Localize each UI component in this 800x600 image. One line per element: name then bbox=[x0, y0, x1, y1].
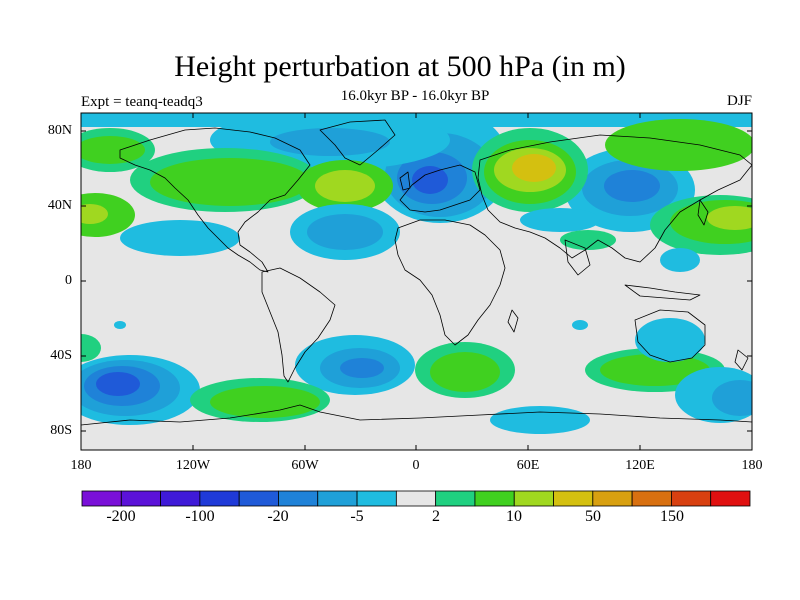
contour-blob bbox=[635, 318, 705, 362]
contour-blob bbox=[81, 334, 101, 362]
contour-blob bbox=[600, 354, 710, 386]
contour-blob bbox=[604, 170, 660, 202]
lat-label-40n: 40N bbox=[47, 198, 72, 213]
contour-blob bbox=[605, 119, 752, 171]
lon-label-120e: 120E bbox=[625, 458, 655, 473]
colorbar-label: 2 bbox=[432, 508, 440, 525]
lon-label-60e: 60E bbox=[516, 458, 540, 473]
colorbar-swatch bbox=[592, 490, 633, 507]
contour-blob bbox=[114, 321, 126, 329]
contour-blob bbox=[707, 206, 752, 230]
coast-japan bbox=[697, 199, 709, 226]
contour-blob bbox=[315, 170, 375, 202]
plot-title: Height perturbation at 500 hPa (in m) bbox=[174, 50, 626, 83]
colorbar-label: 150 bbox=[660, 508, 684, 525]
experiment-label: Expt = teanq-teadq3 bbox=[81, 94, 203, 110]
coast-north-america bbox=[119, 127, 311, 273]
coast-indonesia bbox=[624, 284, 701, 301]
colorbar-swatch bbox=[278, 490, 319, 507]
lat-label-80n: 80N bbox=[47, 123, 72, 138]
contour-blob bbox=[430, 352, 500, 392]
colorbar-swatch bbox=[199, 490, 240, 507]
contour-blob bbox=[81, 193, 135, 237]
contour-blob bbox=[270, 128, 390, 156]
contour-blob bbox=[150, 158, 310, 206]
contour-blob bbox=[81, 113, 752, 127]
colorbar-swatch bbox=[395, 490, 437, 507]
coastlines bbox=[81, 119, 752, 426]
colorbar-swatch bbox=[671, 490, 712, 507]
colorbar-swatch bbox=[631, 490, 672, 507]
contour-blob bbox=[81, 204, 108, 224]
lon-label-0: 0 bbox=[412, 458, 420, 473]
colorbar-label: -5 bbox=[350, 508, 364, 525]
colorbar-swatch bbox=[474, 490, 515, 507]
colorbar-swatch bbox=[513, 490, 554, 507]
contour-blob bbox=[412, 166, 448, 194]
axis-ticks bbox=[80, 113, 753, 450]
coast-europe bbox=[399, 164, 481, 213]
contour-blob bbox=[520, 208, 600, 232]
contour-blob bbox=[560, 230, 616, 250]
colorbar-swatch bbox=[81, 490, 122, 507]
colorbar-swatch bbox=[160, 490, 201, 507]
coast-antarctica bbox=[81, 404, 752, 426]
contour-blob bbox=[120, 220, 240, 256]
colorbar-label: 50 bbox=[585, 508, 601, 525]
coast-madagascar bbox=[507, 309, 519, 333]
lat-label-80s: 80S bbox=[50, 423, 72, 438]
lat-label-40s: 40S bbox=[50, 348, 72, 363]
contour-blob bbox=[340, 358, 384, 378]
contour-blob bbox=[712, 380, 752, 416]
colorbar-label: 10 bbox=[506, 508, 522, 525]
contour-blob bbox=[96, 372, 140, 396]
coast-india bbox=[564, 239, 591, 276]
lat-label-0: 0 bbox=[65, 273, 72, 288]
lon-label-120w: 120W bbox=[175, 458, 211, 473]
contour-blob bbox=[307, 214, 383, 250]
colorbar-swatch bbox=[317, 490, 358, 507]
lon-label-180e: 180 bbox=[741, 458, 763, 473]
contour-blob bbox=[81, 136, 145, 164]
contour-blob bbox=[660, 248, 700, 272]
colorbar-swatch bbox=[120, 490, 161, 507]
coast-greenland bbox=[319, 119, 396, 166]
coast-uk bbox=[399, 171, 411, 191]
coast-australia bbox=[634, 309, 706, 363]
season-label: DJF bbox=[726, 93, 752, 109]
coast-south-america bbox=[261, 267, 336, 383]
colorbar-label: -20 bbox=[267, 508, 289, 525]
coast-africa bbox=[394, 219, 506, 346]
contour-blob bbox=[210, 386, 320, 418]
coast-new-zealand bbox=[734, 349, 749, 371]
colorbar-label: -100 bbox=[185, 508, 215, 525]
colorbar-swatch bbox=[553, 490, 594, 507]
colorbar-swatch bbox=[710, 490, 751, 507]
coast-asia bbox=[477, 134, 752, 263]
contour-blob bbox=[572, 320, 588, 330]
lon-label-180w: 180 bbox=[70, 458, 92, 473]
colorbar-swatch bbox=[356, 490, 397, 507]
colorbar-label: -200 bbox=[106, 508, 136, 525]
lon-label-60w: 60W bbox=[291, 458, 319, 473]
plot-subtitle: 16.0kyr BP - 16.0kyr BP bbox=[340, 88, 490, 104]
contour-blob bbox=[512, 154, 556, 182]
colorbar-swatch bbox=[435, 490, 476, 507]
colorbar-swatch bbox=[238, 490, 279, 507]
